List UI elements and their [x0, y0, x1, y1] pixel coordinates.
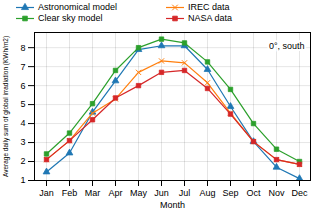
svg-text:Nov: Nov	[268, 188, 285, 198]
svg-text:Month: Month	[160, 200, 185, 210]
svg-text:Sep: Sep	[222, 188, 238, 198]
svg-text:May: May	[130, 188, 148, 198]
svg-text:Oct: Oct	[246, 188, 261, 198]
svg-text:Jul: Jul	[179, 188, 191, 198]
svg-text:0°, south: 0°, south	[269, 41, 305, 51]
html-text:NASA data: NASA data	[188, 13, 232, 23]
svg-text:Jun: Jun	[154, 188, 169, 198]
svg-text:7: 7	[20, 62, 25, 72]
html-text:Clear sky model: Clear sky model	[38, 13, 103, 23]
svg-text:Dec: Dec	[291, 188, 308, 198]
svg-text:6: 6	[20, 81, 25, 91]
svg-text:8: 8	[20, 43, 25, 53]
svg-text:Mar: Mar	[85, 188, 101, 198]
svg-text:1: 1	[20, 175, 25, 185]
svg-text:5: 5	[20, 99, 25, 109]
svg-text:3: 3	[20, 137, 25, 147]
html-text:IREC data: IREC data	[188, 2, 230, 12]
svg-text:4: 4	[20, 118, 25, 128]
svg-text:Average daily sum of global ir: Average daily sum of global irradiation …	[2, 36, 10, 177]
svg-text:Feb: Feb	[62, 188, 78, 198]
svg-text:Aug: Aug	[199, 188, 215, 198]
html-text:Astronomical model: Astronomical model	[38, 2, 117, 12]
svg-text:Jan: Jan	[39, 188, 54, 198]
svg-text:Apr: Apr	[108, 188, 122, 198]
svg-text:2: 2	[20, 156, 25, 166]
